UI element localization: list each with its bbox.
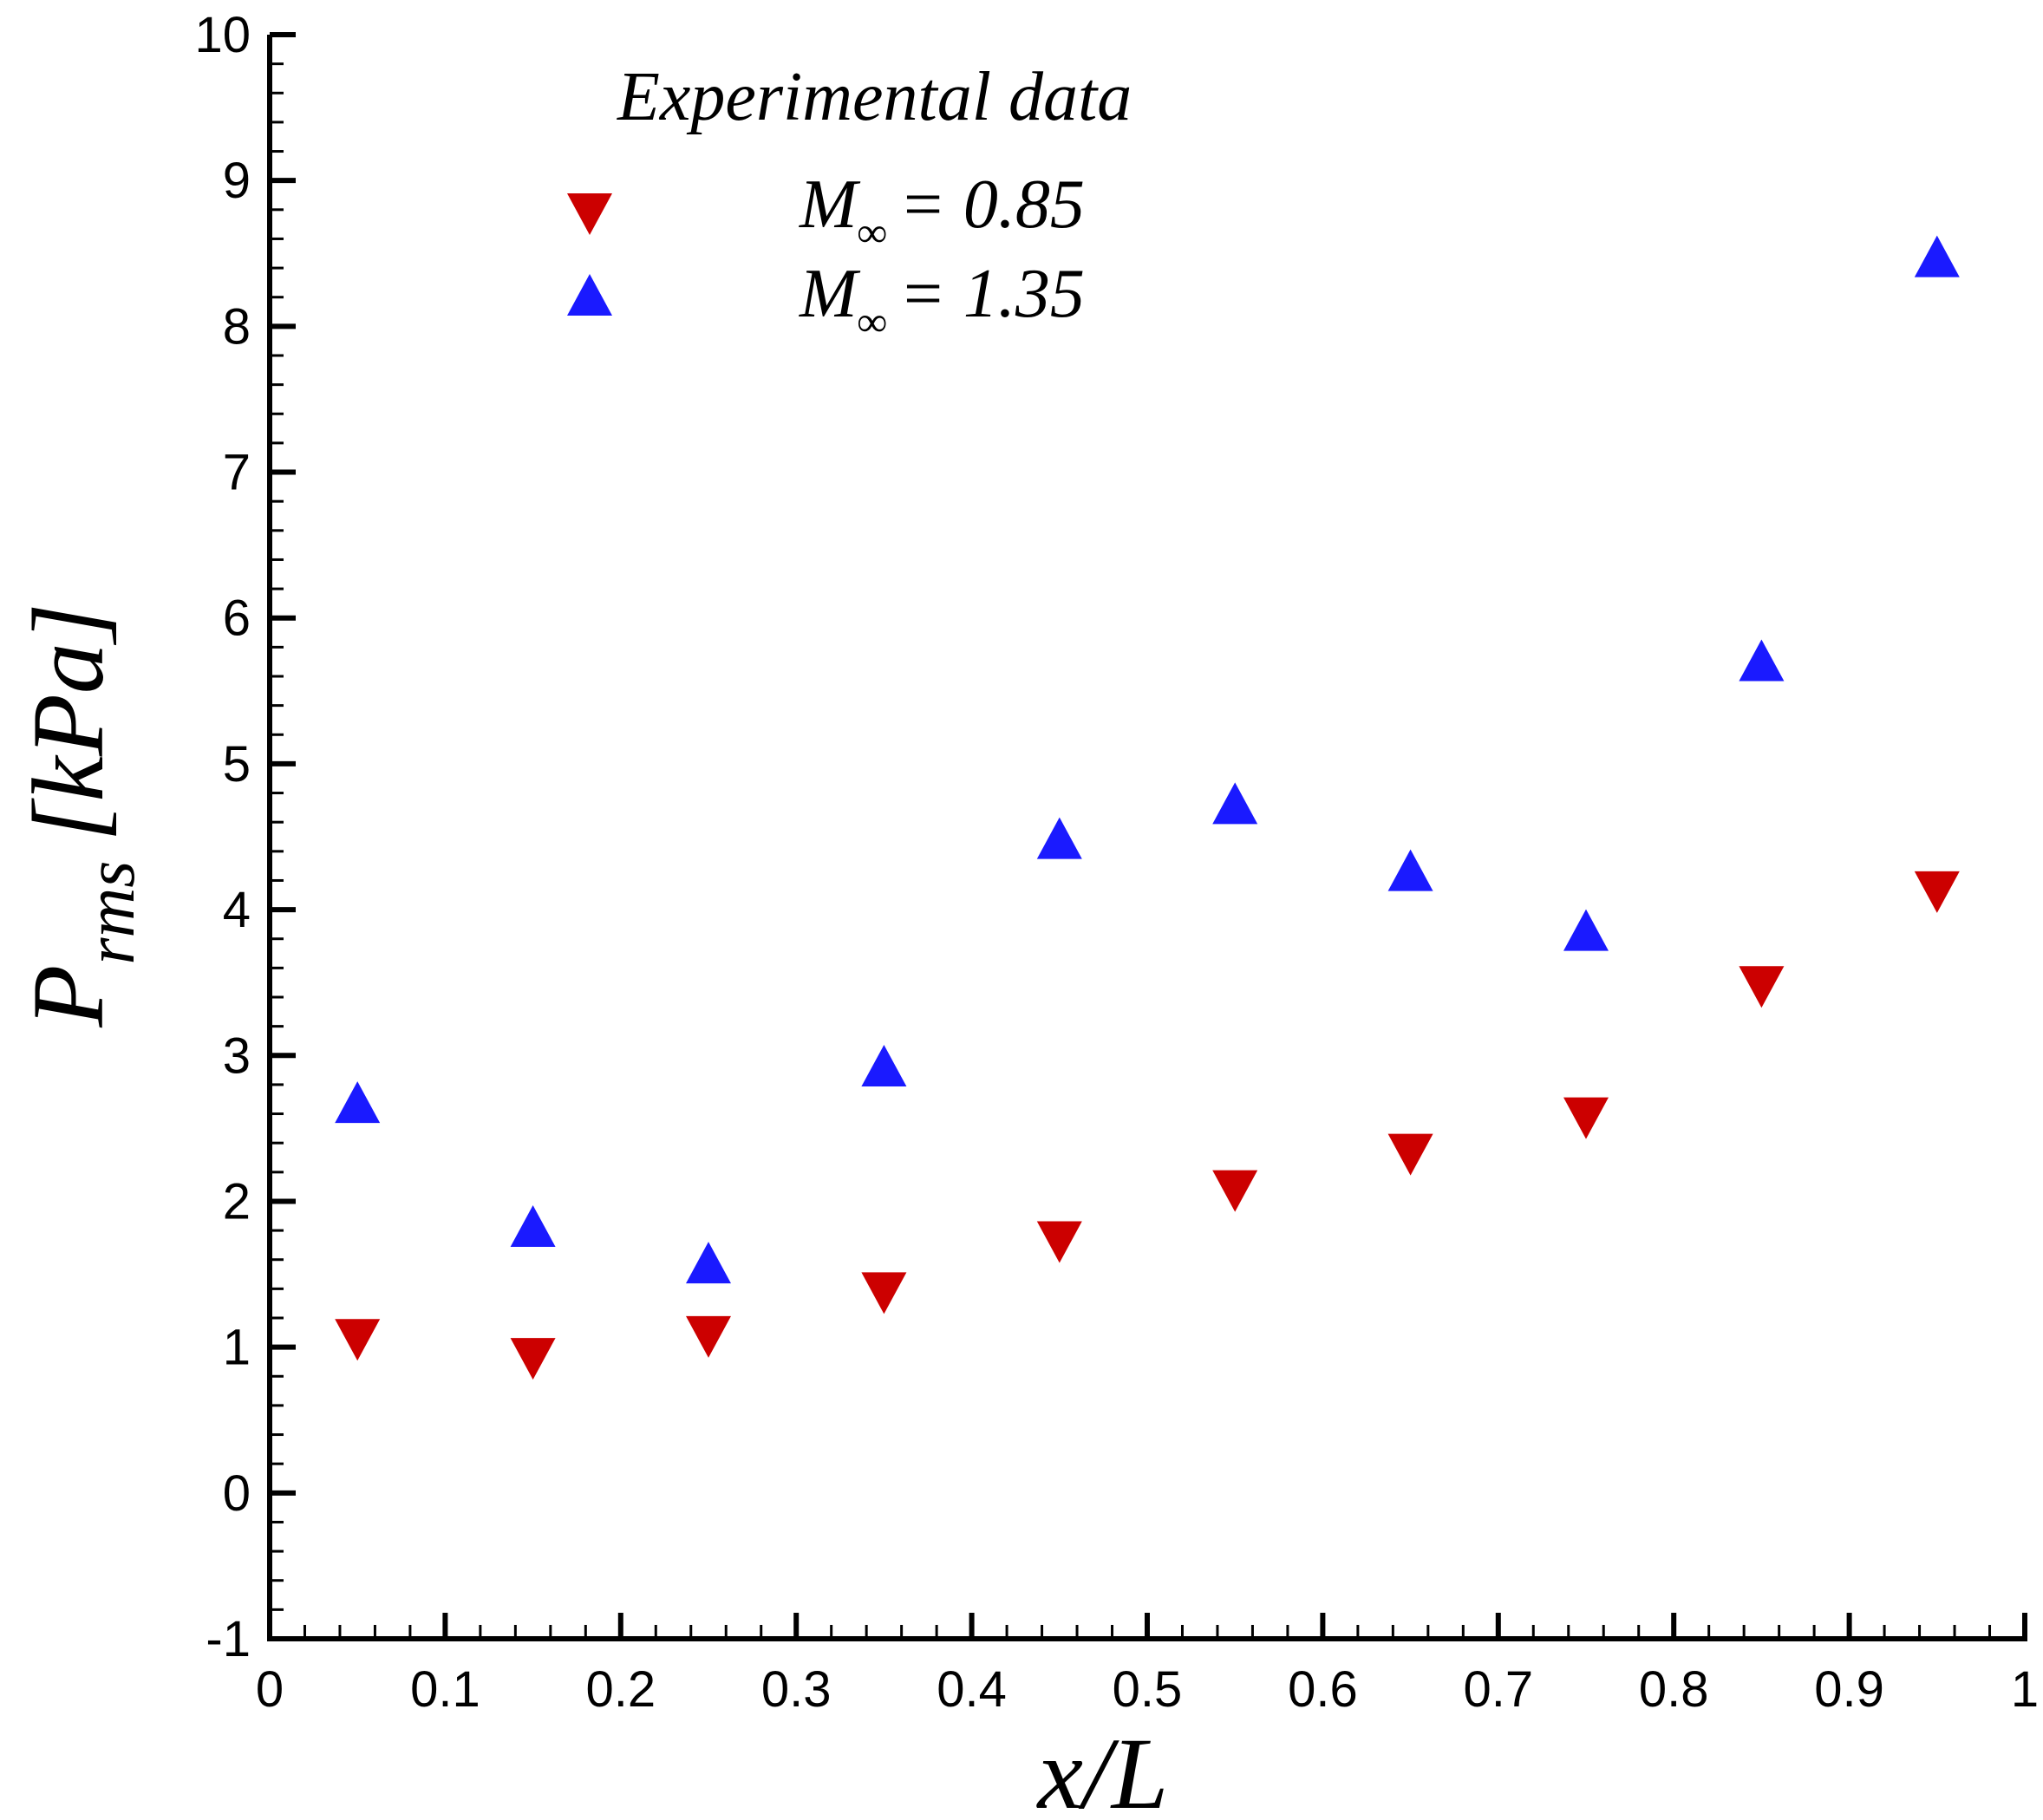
y-tick-label: 8 [223, 298, 251, 355]
svg-text:Prms[kPa]: Prms [kPa] [11, 603, 149, 1027]
ticks [267, 32, 2027, 1641]
series-2-point [510, 1205, 556, 1248]
data-points [335, 235, 1960, 1380]
legend-entry-1: M∞ = 0.85 [799, 166, 1085, 256]
legend-title: Experimental data [617, 59, 1132, 135]
x-tick-label: 0.5 [1113, 1661, 1183, 1718]
legend-entry-2-value: = 1.35 [899, 256, 1085, 332]
series-2-point [686, 1242, 731, 1284]
x-tick-label: 0.6 [1288, 1661, 1358, 1718]
legend-marker-2 [567, 274, 612, 316]
legend-markers [567, 193, 612, 316]
series-2-point [335, 1081, 381, 1124]
x-tick-label: 1 [2011, 1661, 2039, 1718]
y-axis-label-subscript: rms [73, 861, 149, 965]
series-2-point [1914, 235, 1960, 277]
x-tick-label: 0 [256, 1661, 284, 1718]
series-2-point [1387, 849, 1433, 891]
series-1-point [1212, 1170, 1258, 1212]
y-axis-label: Prms [kPa] [11, 603, 149, 1027]
y-tick-label: 10 [194, 7, 251, 63]
series-2-point [1036, 817, 1082, 859]
y-axis-label-main: P [11, 965, 125, 1028]
legend-marker-1 [567, 193, 612, 235]
legend-entry-2-symbol: M [799, 256, 861, 332]
y-tick-label: 4 [223, 882, 251, 938]
axes [267, 35, 2027, 1641]
series-2-point [1739, 639, 1785, 682]
y-axis-label-unit: [kPa] [11, 603, 125, 841]
series-1-point [1914, 871, 1960, 913]
x-tick-label: 0.2 [585, 1661, 656, 1718]
x-tick-label: 0.3 [761, 1661, 832, 1718]
series-2-point [861, 1045, 907, 1087]
series-1-point [861, 1272, 907, 1314]
series-1-point [1387, 1133, 1433, 1176]
series-1-point [686, 1315, 731, 1358]
x-tick-label: 0.9 [1814, 1661, 1884, 1718]
x-tick-label: 0.8 [1639, 1661, 1709, 1718]
y-tick-label: 0 [223, 1465, 251, 1522]
y-tick-label: 5 [223, 736, 251, 793]
x-tick-label: 0.4 [937, 1661, 1007, 1718]
series-2-point [1212, 782, 1258, 825]
series-1-point [1739, 966, 1785, 1008]
legend-entry-1-symbol: M [799, 166, 861, 243]
series-2-point [1563, 909, 1609, 951]
legend-entry-1-subscript: ∞ [858, 210, 887, 256]
series-1-point [510, 1338, 556, 1380]
y-tick-label: -1 [206, 1611, 251, 1667]
legend-entry-1-value: = 0.85 [899, 166, 1085, 243]
series-1-point [1563, 1097, 1609, 1139]
y-tick-label: 7 [223, 445, 251, 501]
y-tick-label: 9 [223, 153, 251, 209]
y-tick-label: 3 [223, 1027, 251, 1084]
legend-entry-2-subscript: ∞ [858, 299, 887, 345]
legend-entry-2: M∞ = 1.35 [799, 256, 1085, 345]
x-tick-label: 0.7 [1463, 1661, 1533, 1718]
y-tick-label: 2 [223, 1173, 251, 1230]
y-tick-label: 1 [223, 1320, 251, 1376]
series-1-point [1036, 1221, 1082, 1263]
y-tick-label: 6 [223, 590, 251, 647]
series-1-point [335, 1319, 381, 1361]
tick-labels: 0 0.1 0.2 0.3 0.4 0.5 0.6 0.7 0.8 0.9 1-1012345678… [194, 7, 2039, 1718]
x-tick-label: 0.1 [410, 1661, 480, 1718]
x-axis-label: x/L [1036, 1717, 1169, 1820]
legend: Experimental data M∞ = 0.85 M∞ = 1.35 [567, 59, 1132, 345]
